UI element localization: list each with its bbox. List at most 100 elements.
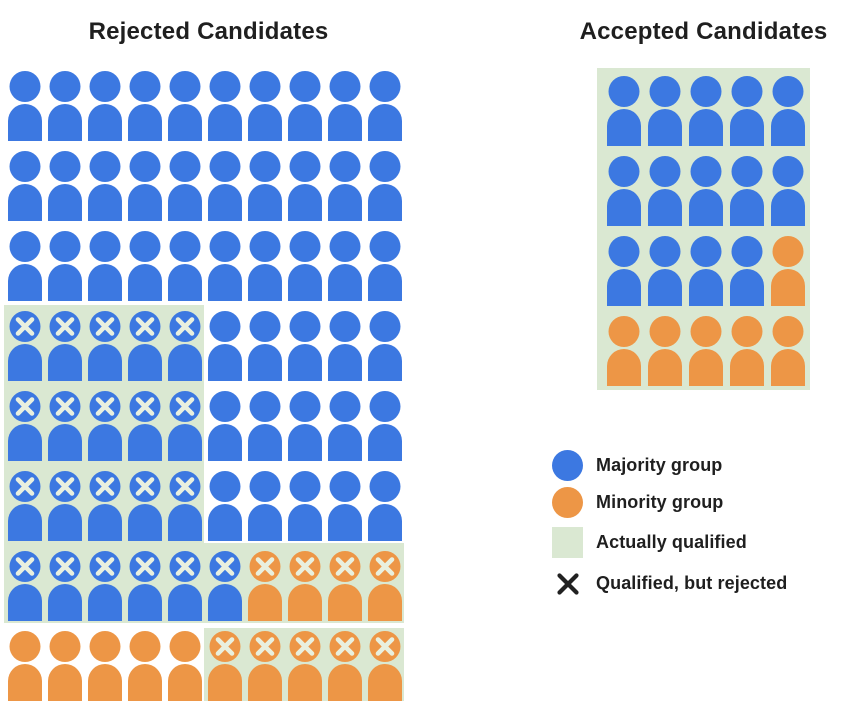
person-majority-icon — [368, 471, 402, 541]
person-majority-icon — [208, 311, 242, 381]
person-minority-qualified-rejected-icon — [288, 631, 322, 701]
person-majority-icon — [248, 151, 282, 221]
rejected-panel-title: Rejected Candidates — [88, 18, 329, 45]
person-majority-icon — [328, 391, 362, 461]
person-majority-icon — [208, 391, 242, 461]
person-minority-qualified-rejected-icon — [248, 631, 282, 701]
person-majority-icon — [8, 151, 42, 221]
person-minority-icon — [689, 316, 723, 386]
person-majority-icon — [48, 151, 82, 221]
person-majority-qualified-rejected-icon — [8, 471, 42, 541]
person-minority-icon — [607, 316, 641, 386]
person-majority-qualified-rejected-icon — [88, 391, 122, 461]
person-minority-icon — [771, 316, 805, 386]
person-majority-icon — [88, 151, 122, 221]
accepted-candidates-grid — [607, 76, 805, 396]
person-majority-qualified-rejected-icon — [128, 551, 162, 621]
person-majority-qualified-rejected-icon — [88, 551, 122, 621]
person-majority-icon — [368, 391, 402, 461]
qualified-but-rejected-x-icon — [552, 568, 583, 599]
person-majority-qualified-rejected-icon — [168, 391, 202, 461]
person-majority-icon — [368, 231, 402, 301]
person-majority-qualified-rejected-icon — [128, 471, 162, 541]
legend-item-qualified-rejected: Qualified, but rejected — [552, 568, 787, 599]
person-majority-icon — [368, 151, 402, 221]
person-majority-icon — [771, 156, 805, 226]
person-majority-icon — [128, 231, 162, 301]
legend-label-qualified-rejected: Qualified, but rejected — [596, 573, 788, 593]
person-minority-icon — [648, 316, 682, 386]
person-majority-qualified-rejected-icon — [8, 551, 42, 621]
person-minority-qualified-rejected-icon — [368, 631, 402, 701]
person-majority-qualified-rejected-icon — [8, 391, 42, 461]
person-majority-icon — [288, 311, 322, 381]
person-majority-icon — [8, 71, 42, 141]
person-majority-qualified-rejected-icon — [48, 551, 82, 621]
person-majority-icon — [328, 151, 362, 221]
legend-item-minority: Minority group — [552, 487, 723, 518]
person-majority-icon — [607, 236, 641, 306]
person-minority-qualified-rejected-icon — [368, 551, 402, 621]
legend-item-qualified: Actually qualified — [552, 527, 747, 558]
person-majority-qualified-rejected-icon — [88, 471, 122, 541]
person-majority-qualified-rejected-icon — [48, 311, 82, 381]
person-majority-icon — [648, 156, 682, 226]
person-majority-icon — [771, 76, 805, 146]
person-majority-icon — [607, 156, 641, 226]
person-majority-icon — [368, 311, 402, 381]
legend-label-qualified: Actually qualified — [596, 532, 747, 552]
person-majority-icon — [128, 71, 162, 141]
person-majority-icon — [689, 236, 723, 306]
person-majority-qualified-rejected-icon — [128, 391, 162, 461]
person-majority-icon — [607, 76, 641, 146]
person-majority-icon — [730, 156, 764, 226]
person-minority-icon — [48, 631, 82, 701]
person-majority-icon — [48, 71, 82, 141]
person-majority-icon — [730, 236, 764, 306]
person-majority-icon — [730, 76, 764, 146]
person-majority-icon — [328, 231, 362, 301]
person-majority-icon — [328, 311, 362, 381]
legend-item-majority: Majority group — [552, 450, 722, 481]
person-majority-icon — [88, 231, 122, 301]
person-minority-qualified-rejected-icon — [288, 551, 322, 621]
person-majority-icon — [288, 151, 322, 221]
person-majority-icon — [288, 71, 322, 141]
person-majority-icon — [368, 71, 402, 141]
accepted-panel-title: Accepted Candidates — [579, 18, 828, 45]
person-minority-icon — [168, 631, 202, 701]
legend-label-majority: Majority group — [596, 455, 723, 475]
person-majority-qualified-rejected-icon — [168, 551, 202, 621]
person-majority-icon — [248, 231, 282, 301]
person-majority-qualified-rejected-icon — [168, 311, 202, 381]
person-minority-qualified-rejected-icon — [328, 631, 362, 701]
person-majority-qualified-rejected-icon — [48, 471, 82, 541]
person-majority-icon — [288, 231, 322, 301]
person-minority-icon — [730, 316, 764, 386]
person-majority-icon — [208, 231, 242, 301]
person-majority-icon — [208, 71, 242, 141]
person-majority-icon — [328, 471, 362, 541]
person-majority-icon — [248, 71, 282, 141]
person-majority-icon — [208, 471, 242, 541]
person-majority-icon — [248, 471, 282, 541]
person-minority-qualified-rejected-icon — [328, 551, 362, 621]
person-majority-icon — [288, 471, 322, 541]
person-majority-icon — [288, 391, 322, 461]
person-majority-qualified-rejected-icon — [208, 551, 242, 621]
person-majority-icon — [168, 231, 202, 301]
person-majority-qualified-rejected-icon — [128, 311, 162, 381]
person-majority-icon — [328, 71, 362, 141]
person-majority-icon — [689, 76, 723, 146]
person-majority-icon — [208, 151, 242, 221]
actually-qualified-swatch-icon — [552, 527, 583, 558]
legend-label-minority: Minority group — [596, 492, 724, 512]
person-minority-icon — [128, 631, 162, 701]
person-majority-qualified-rejected-icon — [168, 471, 202, 541]
person-majority-icon — [648, 76, 682, 146]
person-majority-icon — [88, 71, 122, 141]
person-majority-qualified-rejected-icon — [88, 311, 122, 381]
person-majority-icon — [168, 151, 202, 221]
rejected-candidates-grid — [8, 71, 402, 707]
